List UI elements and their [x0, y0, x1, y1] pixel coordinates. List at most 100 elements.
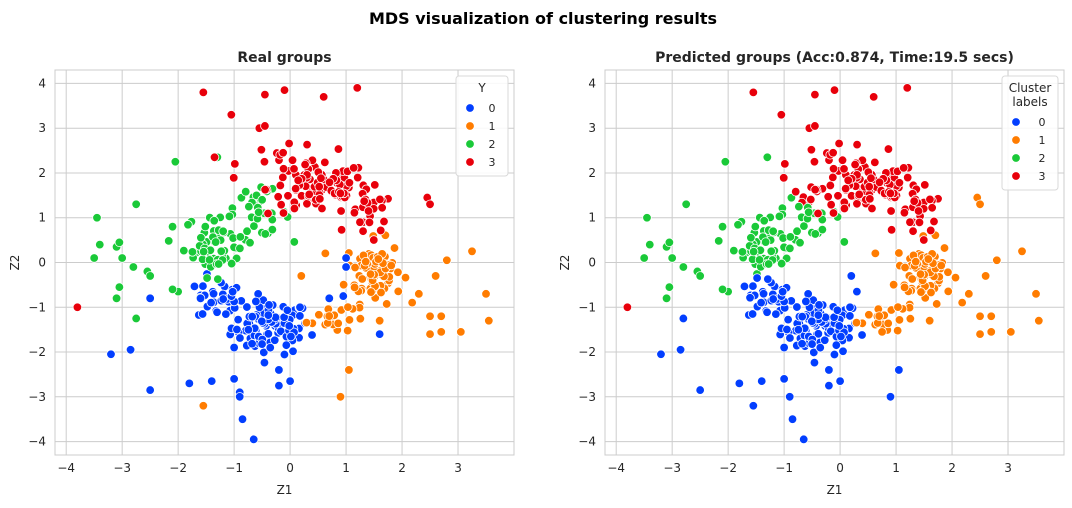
- scatter-point-cluster-1: [950, 272, 961, 283]
- scatter-point-cluster-0: [852, 286, 862, 297]
- scatter-point-cluster-1: [467, 246, 477, 257]
- scatter-point-cluster-0: [832, 305, 843, 315]
- scatter-point-cluster-3: [293, 175, 303, 186]
- scatter-point-cluster-0: [285, 376, 295, 386]
- legend-label-0: 0: [1039, 116, 1046, 129]
- scatter-point-cluster-3: [344, 178, 355, 188]
- scatter-point-cluster-1: [393, 267, 403, 277]
- scatter-point-cluster-0: [221, 309, 231, 319]
- scatter-point-cluster-3: [370, 180, 380, 190]
- scatter-point-cluster-2: [196, 233, 206, 243]
- scatter-point-cluster-2: [167, 221, 178, 232]
- legend-label-2: 2: [1039, 152, 1046, 165]
- grid-real-groups: [55, 70, 514, 455]
- scatter-point-cluster-3: [828, 148, 838, 158]
- scatter-point-cluster-3: [335, 188, 346, 199]
- scatter-point-cluster-0: [235, 392, 245, 402]
- scatter-point-cluster-1: [393, 286, 403, 297]
- scatter-point-cluster-2: [795, 237, 805, 248]
- scatter-point-cluster-3: [263, 208, 273, 219]
- scatter-point-cluster-3: [355, 217, 365, 227]
- scatter-point-cluster-2: [202, 273, 212, 283]
- scatter-point-cluster-2: [253, 207, 264, 217]
- scatter-point-cluster-1: [975, 199, 985, 210]
- scatter-point-cluster-3: [826, 199, 836, 210]
- scatter-point-cluster-0: [757, 376, 767, 386]
- scatter-point-cluster-3: [925, 194, 935, 205]
- scatter-point-cluster-3: [376, 225, 386, 236]
- scatter-point-cluster-3: [358, 226, 368, 236]
- axes-predicted-groups: −4 −3 −2 −1 0 1 2 3 −4 −3 −2 −1 0 1 2 3 4 Predicted grou…: [558, 50, 1065, 497]
- scatter-point-cluster-3: [868, 92, 879, 102]
- scatter-point-cluster-0: [829, 349, 840, 360]
- legend-marker-1: [1011, 135, 1021, 145]
- scatter-point-cluster-0: [207, 376, 217, 386]
- scatter-point-cluster-1: [342, 325, 353, 336]
- scatter-point-cluster-1: [481, 289, 491, 299]
- scatter-point-cluster-1: [900, 262, 910, 273]
- scatter-point-cluster-0: [656, 349, 666, 359]
- ticks-real-groups: −4 −3 −2 −1 0 1 2 3 −4 −3 −2 −1 0 1 2 3 4: [28, 76, 462, 475]
- scatter-point-cluster-3: [828, 172, 838, 183]
- scatter-point-cluster-0: [263, 329, 274, 339]
- x-axis-label-predicted-groups: Z1: [827, 483, 843, 497]
- scatter-point-cluster-3: [779, 173, 789, 183]
- scatter-point-cluster-0: [787, 414, 798, 424]
- scatter-point-cluster-2: [768, 226, 778, 236]
- scatter-point-cluster-3: [209, 152, 220, 162]
- points-predicted-groups: [622, 83, 1044, 445]
- scatter-point-cluster-3: [913, 206, 924, 216]
- scatter-point-cluster-2: [89, 253, 99, 263]
- legend-title: Y: [477, 81, 486, 95]
- scatter-point-cluster-1: [986, 311, 996, 321]
- scatter-point-cluster-2: [803, 207, 814, 217]
- y-tick-label: −2: [578, 345, 596, 359]
- scatter-point-cluster-0: [894, 365, 904, 375]
- scatter-point-cluster-0: [748, 281, 758, 291]
- scatter-point-cluster-3: [914, 217, 925, 228]
- scatter-point-cluster-3: [870, 157, 880, 168]
- scatter-point-cluster-2: [114, 282, 125, 292]
- scatter-point-cluster-1: [943, 267, 953, 277]
- scatter-point-cluster-3: [278, 164, 289, 174]
- scatter-point-cluster-3: [278, 208, 289, 218]
- scatter-point-cluster-0: [206, 297, 216, 308]
- scatter-point-cluster-3: [828, 208, 839, 218]
- scatter-point-cluster-3: [839, 164, 849, 174]
- chart-title-predicted-groups: Predicted groups (Acc:0.874, Time:19.5 s…: [655, 50, 1014, 66]
- scatter-point-cluster-0: [824, 380, 834, 391]
- scatter-point-cluster-3: [290, 183, 301, 194]
- y-tick-label: −3: [578, 390, 596, 404]
- scatter-point-cluster-2: [754, 255, 765, 265]
- scatter-point-cluster-0: [809, 357, 820, 368]
- y-tick-label: 1: [588, 211, 596, 225]
- scatter-point-cluster-3: [885, 188, 896, 199]
- scatter-point-cluster-2: [267, 224, 278, 235]
- scatter-point-cluster-0: [813, 329, 824, 339]
- scatter-point-cluster-2: [645, 239, 655, 250]
- scatter-point-cluster-3: [375, 194, 385, 205]
- scatter-point-cluster-0: [265, 342, 275, 353]
- scatter-point-cluster-3: [314, 181, 324, 192]
- scatter-point-cluster-3: [349, 207, 360, 218]
- ticks-predicted-groups: −4 −3 −2 −1 0 1 2 3 −4 −3 −2 −1 0 1 2 3 4: [578, 76, 1012, 475]
- scatter-point-cluster-0: [184, 378, 195, 389]
- scatter-point-cluster-3: [318, 92, 329, 102]
- scatter-point-cluster-3: [929, 216, 939, 227]
- x-tick-label: −2: [169, 461, 187, 475]
- scatter-point-cluster-0: [845, 302, 855, 312]
- scatter-point-cluster-3: [829, 85, 840, 95]
- scatter-point-cluster-3: [852, 199, 862, 209]
- scatter-point-cluster-2: [242, 226, 252, 236]
- scatter-point-cluster-3: [302, 139, 312, 150]
- scatter-point-cluster-2: [733, 220, 743, 230]
- scatter-point-cluster-1: [376, 287, 386, 298]
- scatter-point-cluster-2: [785, 243, 795, 254]
- scatter-point-cluster-1: [484, 315, 494, 326]
- scatter-point-cluster-3: [806, 194, 816, 205]
- scatter-point-cluster-3: [273, 192, 283, 202]
- scatter-point-cluster-3: [284, 138, 294, 149]
- scatter-point-cluster-0: [834, 321, 844, 331]
- scatter-point-cluster-0: [820, 335, 830, 345]
